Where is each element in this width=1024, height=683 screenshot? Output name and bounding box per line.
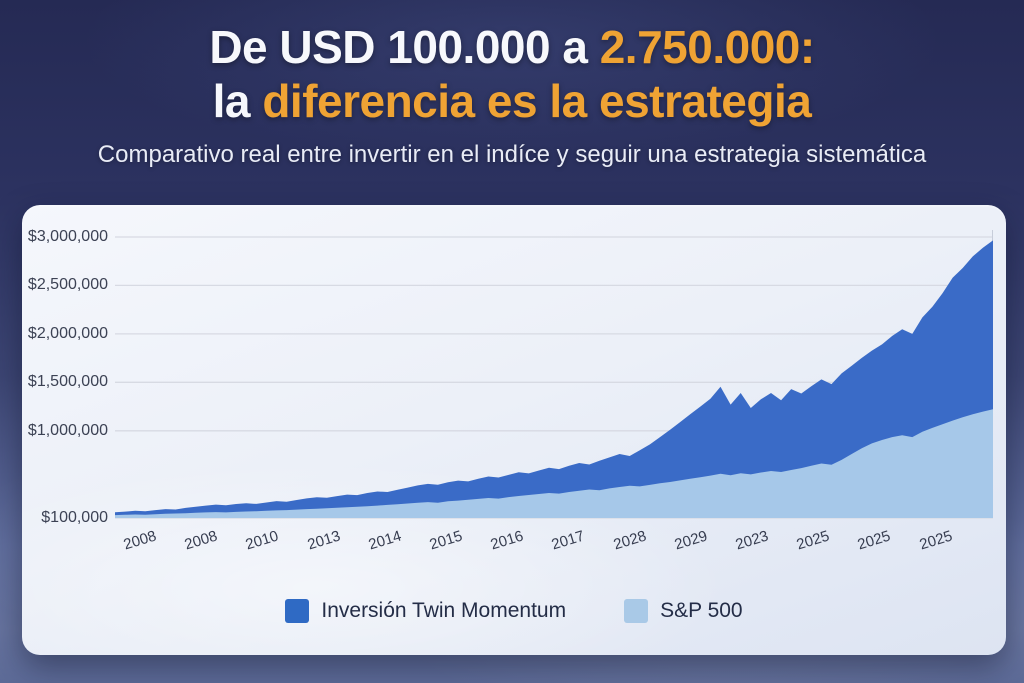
legend-swatch-twin-momentum	[285, 599, 310, 623]
chart-legend: Inversión Twin Momentum S&P 500	[22, 599, 1006, 623]
y-axis-label: $2,500,000	[27, 276, 108, 294]
legend-item-sp500: S&P 500	[624, 599, 743, 623]
title-part-orange1: 2.750.000:	[599, 21, 815, 73]
header: De USD 100.000 a 2.750.000: la diferenci…	[0, 0, 1024, 169]
x-axis-label: 2029	[672, 527, 710, 554]
x-axis-label: 2015	[427, 527, 465, 554]
page-title-line1: De USD 100.000 a 2.750.000:	[0, 20, 1024, 74]
x-axis-label: 2008	[182, 527, 220, 554]
legend-label-twin-momentum: Inversión Twin Momentum	[321, 599, 567, 622]
x-axis-label: 2016	[488, 527, 526, 554]
area-series-1	[115, 409, 993, 518]
plot-svg	[115, 230, 993, 519]
x-axis-label: 2025	[794, 527, 832, 554]
x-axis-label: 2010	[243, 527, 281, 554]
legend-item-twin-momentum: Inversión Twin Momentum	[285, 599, 566, 623]
y-axis-label: $3,000,000	[27, 228, 108, 245]
y-axis-label: $2,000,000	[27, 324, 108, 342]
chart-card: $3,000,000 $2,500,000 $2,000,000 $1,500,000…	[22, 205, 1006, 655]
x-axis-label: 2014	[366, 527, 404, 554]
x-axis-label: 2013	[305, 527, 343, 554]
x-axis-label: 2025	[855, 527, 893, 554]
title-part-white2: la	[212, 75, 263, 128]
page-title-line2: la diferencia es la estrategia	[0, 74, 1024, 128]
y-axis-label: $1,500,000	[27, 373, 108, 391]
y-axis-label: $100,000	[41, 509, 108, 526]
legend-label-sp500: S&P 500	[660, 599, 743, 622]
title-part-white1: De USD 100.000 a	[209, 21, 600, 73]
legend-swatch-sp500	[624, 599, 649, 623]
x-axis-label: 2017	[549, 527, 587, 554]
x-axis-label: 2028	[611, 527, 649, 554]
x-axis-label: 2025	[917, 527, 955, 554]
y-axis-label: $1,000,000	[27, 421, 108, 439]
x-axis-label: 2023	[733, 527, 771, 554]
area-series-0	[115, 240, 993, 518]
x-axis-label: 2008	[121, 527, 159, 554]
page-subtitle: Comparativo real entre invertir en el in…	[97, 140, 927, 168]
title-part-orange2: diferencia es la estrategia	[262, 75, 812, 128]
